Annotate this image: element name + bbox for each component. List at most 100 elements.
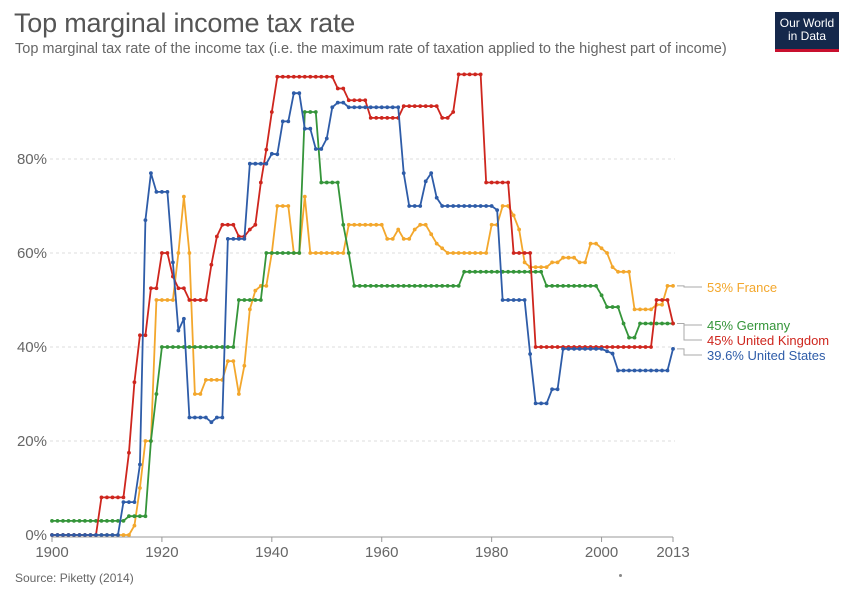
data-point[interactable] — [116, 533, 120, 537]
data-point[interactable] — [412, 284, 417, 288]
data-point[interactable] — [566, 346, 571, 351]
data-point[interactable] — [401, 237, 406, 241]
data-point[interactable] — [506, 269, 511, 274]
data-point[interactable] — [544, 265, 549, 269]
data-point[interactable] — [88, 519, 93, 523]
data-point[interactable] — [61, 519, 65, 523]
data-point[interactable] — [473, 269, 478, 274]
data-point[interactable] — [616, 305, 620, 309]
data-point[interactable] — [506, 298, 511, 302]
data-point[interactable] — [231, 345, 236, 349]
data-point[interactable] — [319, 147, 324, 151]
data-point[interactable] — [583, 260, 587, 265]
data-point[interactable] — [451, 110, 456, 114]
data-point[interactable] — [225, 237, 230, 241]
data-point[interactable] — [363, 222, 368, 227]
data-point[interactable] — [220, 345, 225, 349]
data-point[interactable] — [203, 415, 208, 420]
data-point[interactable] — [621, 321, 626, 326]
data-point[interactable] — [165, 251, 170, 255]
data-point[interactable] — [363, 284, 368, 288]
data-point[interactable] — [286, 74, 291, 79]
data-point[interactable] — [412, 204, 417, 208]
data-point[interactable] — [149, 286, 153, 291]
data-point[interactable] — [649, 345, 653, 349]
data-point[interactable] — [440, 115, 445, 120]
data-point[interactable] — [418, 104, 423, 109]
data-point[interactable] — [99, 533, 104, 537]
data-point[interactable] — [412, 104, 417, 109]
data-point[interactable] — [495, 208, 500, 212]
data-point[interactable] — [473, 251, 478, 255]
data-point[interactable] — [539, 265, 544, 269]
data-point[interactable] — [83, 519, 87, 523]
data-point[interactable] — [561, 346, 565, 351]
data-point[interactable] — [253, 288, 258, 293]
data-point[interactable] — [324, 251, 329, 255]
data-point[interactable] — [171, 345, 175, 349]
data-point[interactable] — [275, 204, 280, 208]
data-point[interactable] — [649, 307, 653, 312]
data-point[interactable] — [429, 284, 434, 288]
data-point[interactable] — [154, 392, 159, 396]
data-point[interactable] — [638, 307, 642, 312]
data-point[interactable] — [368, 105, 373, 110]
data-point[interactable] — [209, 262, 214, 267]
data-point[interactable] — [357, 105, 362, 110]
data-point[interactable] — [462, 251, 467, 255]
data-point[interactable] — [352, 284, 357, 288]
data-point[interactable] — [533, 265, 538, 269]
data-point[interactable] — [253, 298, 258, 302]
data-point[interactable] — [192, 392, 197, 396]
data-point[interactable] — [286, 204, 291, 208]
data-point[interactable] — [247, 161, 252, 166]
data-point[interactable] — [533, 345, 538, 349]
data-point[interactable] — [517, 251, 522, 255]
data-point[interactable] — [308, 251, 313, 255]
data-point[interactable] — [55, 533, 60, 537]
data-point[interactable] — [275, 74, 280, 79]
data-point[interactable] — [401, 171, 406, 176]
data-point[interactable] — [385, 105, 390, 110]
data-point[interactable] — [83, 533, 87, 537]
data-point[interactable] — [385, 115, 390, 120]
data-point[interactable] — [105, 519, 109, 523]
data-point[interactable] — [280, 251, 285, 255]
data-point[interactable] — [621, 269, 626, 274]
data-point[interactable] — [385, 237, 390, 241]
data-point[interactable] — [671, 346, 675, 351]
data-point[interactable] — [638, 345, 642, 349]
data-point[interactable] — [572, 284, 576, 288]
data-point[interactable] — [269, 151, 274, 156]
data-point[interactable] — [467, 269, 472, 274]
data-point[interactable] — [396, 227, 401, 232]
data-point[interactable] — [66, 533, 71, 537]
data-point[interactable] — [445, 251, 450, 255]
data-point[interactable] — [176, 286, 181, 291]
data-point[interactable] — [489, 180, 494, 185]
data-point[interactable] — [121, 519, 126, 523]
data-point[interactable] — [214, 378, 219, 382]
data-point[interactable] — [154, 190, 159, 194]
data-point[interactable] — [462, 204, 467, 208]
data-point[interactable] — [363, 98, 368, 103]
data-point[interactable] — [583, 284, 587, 288]
data-point[interactable] — [418, 204, 423, 208]
series-germany[interactable] — [50, 110, 675, 523]
data-point[interactable] — [368, 284, 373, 288]
data-point[interactable] — [665, 298, 670, 302]
data-point[interactable] — [627, 335, 631, 340]
data-point[interactable] — [138, 333, 142, 338]
data-point[interactable] — [242, 298, 247, 302]
data-point[interactable] — [500, 180, 505, 185]
data-point[interactable] — [110, 495, 115, 500]
data-point[interactable] — [616, 269, 620, 274]
data-point[interactable] — [566, 284, 571, 288]
data-point[interactable] — [143, 218, 148, 223]
data-point[interactable] — [132, 523, 137, 528]
data-point[interactable] — [390, 115, 395, 120]
data-point[interactable] — [225, 345, 230, 349]
data-point[interactable] — [478, 72, 483, 77]
data-point[interactable] — [484, 204, 489, 208]
data-point[interactable] — [99, 495, 104, 500]
